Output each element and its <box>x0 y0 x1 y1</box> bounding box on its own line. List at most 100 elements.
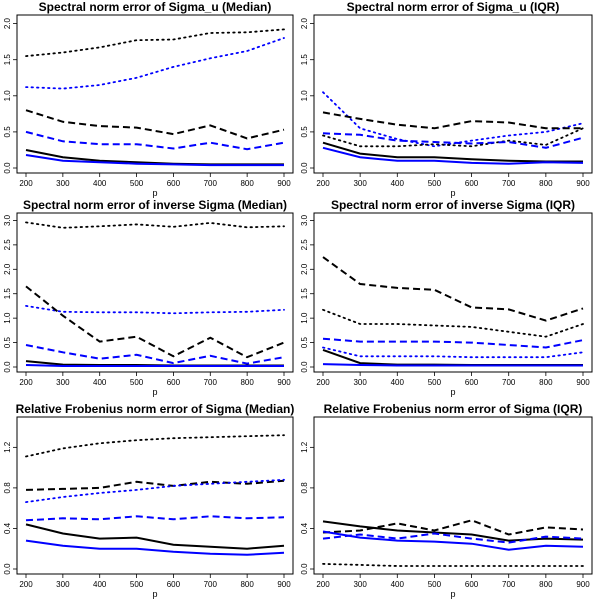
x-tick-label: 800 <box>539 580 553 589</box>
y-tick-label: 0.5 <box>3 336 12 348</box>
series-line-2 <box>322 308 584 338</box>
x-tick-label: 800 <box>240 580 254 589</box>
x-tick-label: 300 <box>353 580 367 589</box>
series-line-2 <box>25 304 285 315</box>
y-tick-label: 1.2 <box>3 441 12 453</box>
x-tick-label: 700 <box>204 179 218 188</box>
series-line-1 <box>322 256 584 322</box>
series-line-1 <box>25 434 285 458</box>
x-tick-label: 400 <box>391 378 405 387</box>
x-tick-label: 700 <box>502 179 516 188</box>
series-line-6 <box>322 146 584 165</box>
series-line-3 <box>25 478 285 504</box>
x-tick-label: 400 <box>93 580 107 589</box>
chart-panel-4: Spectral norm error of inverse Sigma (IQ… <box>300 198 593 397</box>
x-axis-title: p <box>450 387 455 397</box>
chart-panel-1: Spectral norm error of Sigma_u (Median) 2… <box>3 0 294 198</box>
chart-panel-3: Spectral norm error of inverse Sigma (Me… <box>3 198 294 397</box>
x-tick-label: 500 <box>428 179 442 188</box>
series-line-5 <box>25 149 284 166</box>
y-tick-label: 0.0 <box>300 361 309 373</box>
chart-panel-5: Relative Frobenius norm error of Sigma (… <box>3 402 294 599</box>
x-axis-title: p <box>152 589 157 599</box>
y-tick-label: 0.5 <box>300 336 309 348</box>
plot-frame <box>16 14 294 174</box>
x-tick-label: 800 <box>240 378 254 387</box>
x-axis-title: p <box>450 188 455 198</box>
y-tick-label: 0.8 <box>300 482 309 494</box>
x-tick-label: 900 <box>277 378 291 387</box>
x-tick-label: 300 <box>353 378 367 387</box>
x-tick-label: 500 <box>130 179 144 188</box>
series-line-3 <box>25 109 285 140</box>
y-tick-label: 2.5 <box>3 239 12 251</box>
y-tick-label: 0.8 <box>3 482 12 494</box>
y-tick-label: 0.0 <box>3 361 12 373</box>
x-tick-label: 700 <box>204 378 218 387</box>
x-tick-label: 400 <box>391 580 405 589</box>
panel-title: Relative Frobenius norm error of Sigma (… <box>16 402 295 416</box>
y-tick-label: 2.0 <box>300 263 309 275</box>
x-tick-label: 600 <box>167 378 181 387</box>
x-tick-label: 900 <box>277 179 291 188</box>
x-tick-label: 500 <box>130 580 144 589</box>
series-line-4 <box>25 130 285 151</box>
x-tick-label: 800 <box>539 378 553 387</box>
x-tick-label: 900 <box>576 179 590 188</box>
x-tick-label: 200 <box>316 179 330 188</box>
x-tick-label: 200 <box>316 378 330 387</box>
panel-title: Spectral norm error of inverse Sigma (Me… <box>23 198 287 212</box>
series-line-4 <box>322 530 584 551</box>
y-tick-label: 1.0 <box>300 312 309 324</box>
y-tick-label: 1.5 <box>3 288 12 300</box>
series-line-5 <box>322 141 583 163</box>
x-tick-label: 800 <box>539 179 553 188</box>
y-tick-label: 0.4 <box>300 522 309 534</box>
x-tick-label: 200 <box>19 378 33 387</box>
x-tick-label: 400 <box>93 179 107 188</box>
panel-title: Spectral norm error of inverse Sigma (IQ… <box>331 198 575 212</box>
x-axis-title: p <box>450 589 455 599</box>
x-tick-label: 200 <box>316 580 330 589</box>
y-tick-label: 1.5 <box>300 288 309 300</box>
y-tick-label: 3.0 <box>300 214 309 226</box>
y-tick-label: 2.0 <box>3 18 12 30</box>
x-tick-label: 400 <box>391 179 405 188</box>
plot-frame <box>313 212 593 373</box>
x-tick-label: 200 <box>19 580 33 589</box>
y-tick-label: 0.5 <box>300 126 309 138</box>
plot-frame <box>16 416 294 575</box>
y-tick-label: 1.5 <box>3 54 12 66</box>
y-tick-label: 2.5 <box>300 239 309 251</box>
y-tick-label: 0.4 <box>3 522 12 534</box>
y-tick-label: 0.0 <box>3 563 12 575</box>
x-tick-label: 700 <box>502 378 516 387</box>
series-line-4 <box>25 344 285 365</box>
x-tick-label: 300 <box>353 179 367 188</box>
x-tick-label: 500 <box>428 580 442 589</box>
y-tick-label: 1.2 <box>300 441 309 453</box>
y-tick-label: 0.0 <box>300 162 309 174</box>
x-tick-label: 400 <box>93 378 107 387</box>
series-line-3 <box>322 337 584 349</box>
y-tick-label: 1.0 <box>300 90 309 102</box>
chart-panel-6: Relative Frobenius norm error of Sigma (… <box>300 402 593 599</box>
x-axis-title: p <box>152 387 157 397</box>
chart-panel-2: Spectral norm error of Sigma_u (IQR) 200 3… <box>300 0 593 198</box>
x-tick-label: 500 <box>428 378 442 387</box>
y-tick-label: 1.5 <box>300 54 309 66</box>
x-tick-label: 700 <box>502 580 516 589</box>
series-line-2 <box>322 519 584 536</box>
x-tick-label: 600 <box>465 179 479 188</box>
series-line-3 <box>322 111 583 130</box>
panel-title: Relative Frobenius norm error of Sigma (… <box>324 402 583 416</box>
x-tick-label: 900 <box>576 580 590 589</box>
series-line-6 <box>25 539 285 556</box>
x-tick-label: 800 <box>240 179 254 188</box>
x-tick-label: 500 <box>130 378 144 387</box>
x-tick-label: 200 <box>19 179 33 188</box>
y-tick-label: 0.5 <box>3 126 12 138</box>
y-tick-label: 3.0 <box>3 214 12 226</box>
plot-frame <box>313 14 593 174</box>
